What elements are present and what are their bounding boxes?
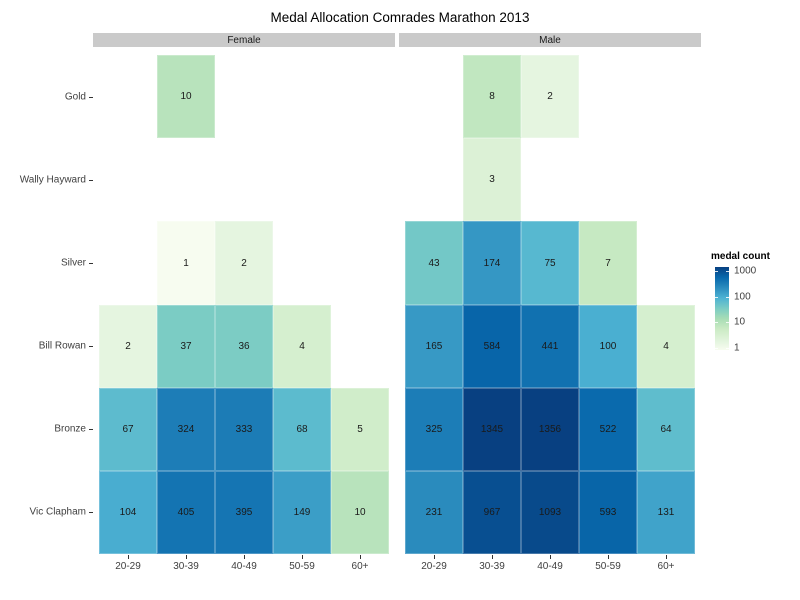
legend-tick-mark bbox=[715, 322, 718, 323]
heatmap-cell: 325 bbox=[405, 388, 463, 471]
x-axis-label: 30-39 bbox=[479, 561, 505, 572]
heatmap-cell: 7 bbox=[579, 221, 637, 305]
y-axis-label: Bronze bbox=[54, 423, 86, 435]
legend-tick-label: 1000 bbox=[734, 265, 757, 277]
heatmap-cell: 2 bbox=[521, 55, 579, 138]
heatmap-cell: 5 bbox=[331, 388, 389, 471]
x-axis-tick bbox=[186, 555, 187, 559]
x-axis-label: 60+ bbox=[351, 561, 369, 572]
facet-strip-male: Male bbox=[399, 33, 701, 47]
y-axis-label: Gold bbox=[64, 91, 86, 103]
heatmap-cell: 67 bbox=[99, 388, 157, 471]
x-axis-tick bbox=[666, 555, 667, 559]
legend-tick-mark bbox=[726, 322, 729, 323]
legend-tick-mark bbox=[726, 271, 729, 272]
heatmap-cell: 333 bbox=[215, 388, 273, 471]
heatmap-cell: 584 bbox=[463, 305, 521, 388]
legend-tick-mark bbox=[726, 348, 729, 349]
heatmap-cell: 2 bbox=[99, 305, 157, 388]
x-axis-tick bbox=[608, 555, 609, 559]
heatmap-cell: 593 bbox=[579, 471, 637, 554]
heatmap-cell: 10 bbox=[157, 55, 215, 138]
heatmap-cell: 967 bbox=[463, 471, 521, 554]
legend-tick-mark bbox=[726, 297, 729, 298]
heatmap-cell: 1356 bbox=[521, 388, 579, 471]
x-axis-tick bbox=[244, 555, 245, 559]
y-axis-label: Silver bbox=[60, 257, 86, 269]
x-axis-label: 20-29 bbox=[421, 561, 447, 572]
heatmap-cell: 100 bbox=[579, 305, 637, 388]
legend-tick-label: 1 bbox=[734, 342, 740, 354]
heatmap-cell: 1345 bbox=[463, 388, 521, 471]
heatmap-cell: 1093 bbox=[521, 471, 579, 554]
heatmap-cell: 104 bbox=[99, 471, 157, 554]
heatmap-cell: 149 bbox=[273, 471, 331, 554]
heatmap-cell: 43 bbox=[405, 221, 463, 305]
x-axis-tick bbox=[550, 555, 551, 559]
x-axis-label: 50-59 bbox=[595, 561, 621, 572]
heatmap-cell: 395 bbox=[215, 471, 273, 554]
x-axis-tick bbox=[360, 555, 361, 559]
x-axis-label: 40-49 bbox=[231, 561, 257, 572]
heatmap-cell: 37 bbox=[157, 305, 215, 388]
x-axis-label: 60+ bbox=[657, 561, 675, 572]
x-axis-tick bbox=[128, 555, 129, 559]
x-axis-label: 30-39 bbox=[173, 561, 199, 572]
heatmap-cell: 2 bbox=[215, 221, 273, 305]
y-axis-tick bbox=[89, 97, 93, 98]
chart-title: Medal Allocation Comrades Marathon 2013 bbox=[270, 10, 530, 25]
heatmap-cell: 174 bbox=[463, 221, 521, 305]
heatmap-cell: 68 bbox=[273, 388, 331, 471]
legend-tick-label: 10 bbox=[734, 316, 746, 328]
legend-title: medal count bbox=[711, 251, 770, 262]
legend-tick-label: 100 bbox=[734, 291, 751, 303]
heatmap-cell: 4 bbox=[273, 305, 331, 388]
legend-tick-mark bbox=[715, 297, 718, 298]
heatmap-cell: 10 bbox=[331, 471, 389, 554]
y-axis-tick bbox=[89, 346, 93, 347]
y-axis-label: Wally Hayward bbox=[19, 174, 86, 186]
heatmap-cell: 165 bbox=[405, 305, 463, 388]
x-axis-label: 40-49 bbox=[537, 561, 563, 572]
y-axis-tick bbox=[89, 512, 93, 513]
heatmap-cell: 231 bbox=[405, 471, 463, 554]
heatmap-cell: 1 bbox=[157, 221, 215, 305]
facet-strip-female: Female bbox=[93, 33, 395, 47]
heatmap-cell: 4 bbox=[637, 305, 695, 388]
y-axis-tick bbox=[89, 429, 93, 430]
heatmap-cell: 3 bbox=[463, 138, 521, 221]
x-axis-label: 20-29 bbox=[115, 561, 141, 572]
x-axis-label: 50-59 bbox=[289, 561, 315, 572]
heatmap-cell: 75 bbox=[521, 221, 579, 305]
y-axis-label: Bill Rowan bbox=[38, 340, 86, 352]
heatmap-cell: 405 bbox=[157, 471, 215, 554]
heatmap-cell: 8 bbox=[463, 55, 521, 138]
heatmap-cell: 441 bbox=[521, 305, 579, 388]
legend-tick-mark bbox=[715, 271, 718, 272]
y-axis-label: Vic Clapham bbox=[29, 506, 86, 518]
heatmap-cell: 36 bbox=[215, 305, 273, 388]
heatmap-cell: 131 bbox=[637, 471, 695, 554]
x-axis-tick bbox=[302, 555, 303, 559]
heatmap-cell: 64 bbox=[637, 388, 695, 471]
legend-tick-mark bbox=[715, 348, 718, 349]
heatmap-cell: 522 bbox=[579, 388, 637, 471]
x-axis-tick bbox=[492, 555, 493, 559]
heatmap-cell: 324 bbox=[157, 388, 215, 471]
y-axis-tick bbox=[89, 180, 93, 181]
x-axis-tick bbox=[434, 555, 435, 559]
y-axis-tick bbox=[89, 263, 93, 264]
legend-gradient-bar bbox=[715, 267, 729, 350]
